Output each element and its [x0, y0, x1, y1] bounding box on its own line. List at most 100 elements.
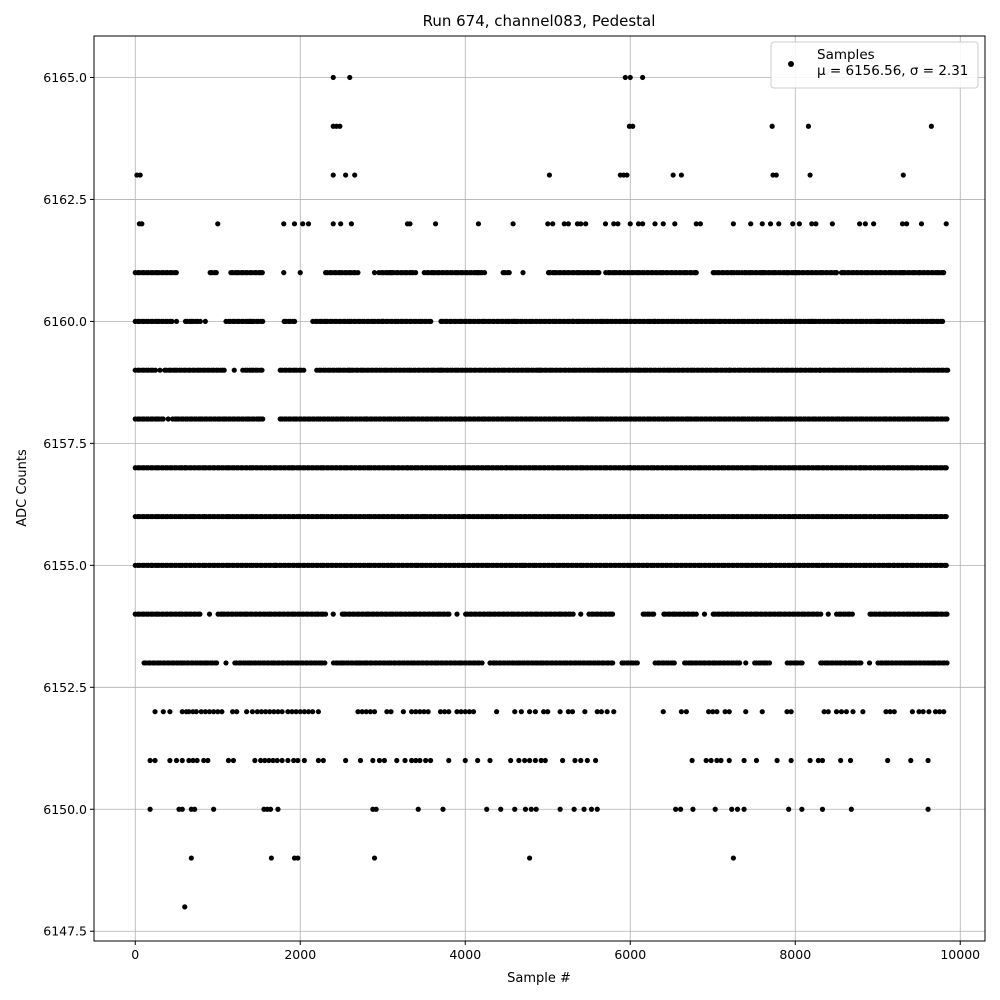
- data-point: [727, 709, 732, 714]
- data-point: [153, 368, 158, 373]
- data-point: [729, 807, 734, 812]
- data-point: [610, 612, 615, 617]
- data-point: [754, 758, 759, 763]
- data-point: [454, 612, 459, 617]
- data-point: [527, 709, 532, 714]
- data-point: [735, 807, 740, 812]
- data-point: [849, 807, 854, 812]
- data-point: [651, 612, 656, 617]
- data-point: [596, 270, 601, 275]
- data-point: [578, 221, 583, 226]
- data-point: [944, 221, 949, 226]
- data-point: [789, 709, 794, 714]
- data-point: [673, 807, 678, 812]
- data-point: [252, 758, 257, 763]
- data-point: [945, 368, 950, 373]
- data-point: [850, 709, 855, 714]
- data-point: [871, 221, 876, 226]
- data-point: [940, 319, 945, 324]
- data-point: [661, 221, 666, 226]
- data-point: [859, 465, 864, 470]
- data-point: [479, 660, 484, 665]
- y-axis-label: ADC Counts: [15, 449, 30, 527]
- data-point: [767, 660, 772, 665]
- data-point: [944, 660, 949, 665]
- data-point: [149, 563, 154, 568]
- data-point: [685, 416, 690, 421]
- data-point: [475, 270, 480, 275]
- data-point: [355, 270, 360, 275]
- data-point: [534, 807, 539, 812]
- data-point: [690, 807, 695, 812]
- data-point: [195, 758, 200, 763]
- data-point: [347, 368, 352, 373]
- data-point: [776, 416, 781, 421]
- data-point: [809, 319, 814, 324]
- data-point: [374, 807, 379, 812]
- data-point: [275, 758, 280, 763]
- data-point: [508, 758, 513, 763]
- data-point: [818, 612, 823, 617]
- data-point: [797, 221, 802, 226]
- data-point: [537, 368, 542, 373]
- data-point: [661, 709, 666, 714]
- y-tick-label: 6147.5: [43, 924, 87, 939]
- data-point: [281, 221, 286, 226]
- data-point: [743, 660, 748, 665]
- data-point: [259, 368, 264, 373]
- data-point: [471, 709, 476, 714]
- data-point: [174, 270, 179, 275]
- data-point: [349, 221, 354, 226]
- data-point: [560, 758, 565, 763]
- data-point: [679, 709, 684, 714]
- data-point: [527, 758, 532, 763]
- data-point: [820, 758, 825, 763]
- data-point: [232, 368, 237, 373]
- data-point: [372, 855, 377, 860]
- data-point: [331, 172, 336, 177]
- data-point: [347, 75, 352, 80]
- data-point: [908, 758, 913, 763]
- data-point: [628, 465, 633, 470]
- x-tick-label: 8000: [779, 947, 811, 962]
- data-point: [152, 758, 157, 763]
- data-point: [152, 709, 157, 714]
- data-point: [727, 368, 732, 373]
- data-point: [900, 270, 905, 275]
- data-point: [372, 270, 377, 275]
- data-point: [834, 270, 839, 275]
- data-point: [370, 758, 375, 763]
- data-point: [572, 758, 577, 763]
- data-point: [494, 709, 499, 714]
- data-point: [529, 807, 534, 812]
- data-point: [605, 709, 610, 714]
- data-point: [446, 758, 451, 763]
- data-point: [388, 563, 393, 568]
- data-point: [826, 709, 831, 714]
- data-point: [808, 758, 813, 763]
- data-point: [799, 660, 804, 665]
- data-point: [929, 124, 934, 129]
- data-point: [679, 172, 684, 177]
- data-point: [731, 221, 736, 226]
- data-point: [190, 514, 195, 519]
- data-point: [416, 807, 421, 812]
- data-point: [281, 270, 286, 275]
- data-point: [463, 758, 468, 763]
- data-point: [839, 709, 844, 714]
- data-point: [475, 758, 480, 763]
- data-point: [182, 904, 187, 909]
- data-point: [768, 221, 773, 226]
- data-point: [512, 319, 517, 324]
- data-point: [520, 563, 525, 568]
- data-point: [138, 172, 143, 177]
- data-point: [487, 758, 492, 763]
- data-point: [302, 758, 307, 763]
- data-point: [234, 709, 239, 714]
- data-point: [808, 172, 813, 177]
- data-point: [207, 612, 212, 617]
- data-point: [737, 270, 742, 275]
- data-point: [892, 709, 897, 714]
- data-point: [446, 612, 451, 617]
- data-point: [295, 855, 300, 860]
